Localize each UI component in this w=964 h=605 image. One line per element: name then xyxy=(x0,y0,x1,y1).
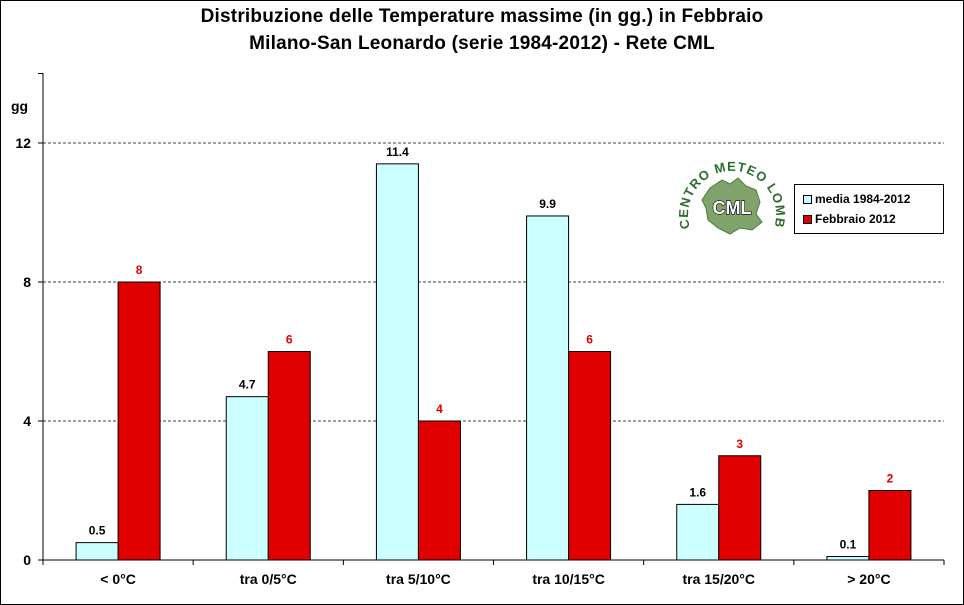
x-tick-label: < 0°C xyxy=(100,571,136,587)
data-labels: 0.5 8 4.7 6 11.4 4 9.9 6 1.6 3 0.1 2 xyxy=(89,145,894,552)
data-label: 3 xyxy=(736,437,743,451)
bars xyxy=(75,163,912,561)
bar-media xyxy=(375,163,419,561)
data-label: 6 xyxy=(586,333,593,347)
bar-media xyxy=(676,503,720,561)
tick-labels: 0 4 8 12 < 0°C tra 0/5°C tra 5/10°C tra 10/15°C… xyxy=(15,135,890,587)
bar-febbraio xyxy=(267,351,311,561)
bar-febbraio xyxy=(718,455,762,561)
cml-logo: CENTRO METEO LOMBARDO CML xyxy=(666,138,792,275)
data-label: 6 xyxy=(286,333,293,347)
chart-subtitle: Milano-San Leonardo (serie 1984-2012) - … xyxy=(249,33,715,54)
bar-febbraio xyxy=(868,490,912,561)
bar-febbraio xyxy=(417,420,461,561)
chart-title: Distribuzione delle Temperature massime … xyxy=(200,6,764,27)
bar-media xyxy=(526,215,570,561)
data-label: 0.5 xyxy=(89,524,106,538)
bar-media xyxy=(75,542,119,561)
axes: gg xyxy=(11,73,944,561)
logo-center-text: CML xyxy=(713,198,752,218)
y-axis-label: gg xyxy=(11,98,28,114)
data-label: 9.9 xyxy=(539,197,556,211)
legend-item-febbraio: Febbraio 2012 xyxy=(803,211,896,227)
y-tick-label: 0 xyxy=(23,552,31,568)
data-label: 11.4 xyxy=(386,145,409,159)
data-label: 1.6 xyxy=(689,485,706,499)
data-label: 0.1 xyxy=(840,538,857,552)
data-label: 2 xyxy=(887,472,894,486)
bar-febbraio xyxy=(568,351,612,561)
x-tick-label: tra 0/5°C xyxy=(240,571,297,587)
x-tick-label: tra 15/20°C xyxy=(682,571,755,587)
data-label: 4 xyxy=(436,402,443,416)
legend-item-media: media 1984-2012 xyxy=(803,191,910,207)
legend-swatch-media xyxy=(803,194,812,204)
bar-media xyxy=(225,396,269,561)
legend-label-media: media 1984-2012 xyxy=(815,192,911,206)
bar-febbraio xyxy=(117,281,161,561)
data-label: 4.7 xyxy=(239,378,256,392)
lombardy-map-shape xyxy=(701,177,763,235)
x-tick-label: tra 10/15°C xyxy=(532,571,605,587)
x-tick-label: tra 5/10°C xyxy=(386,571,451,587)
y-tick-label: 8 xyxy=(23,274,31,290)
legend: media 1984-2012 Febbraio 2012 xyxy=(794,184,944,234)
data-label: 8 xyxy=(136,263,143,277)
legend-swatch-febbraio xyxy=(803,214,812,224)
y-tick-label: 12 xyxy=(15,135,31,151)
gridlines xyxy=(38,73,945,565)
y-tick-label: 4 xyxy=(23,413,31,429)
legend-label-febbraio: Febbraio 2012 xyxy=(815,212,896,226)
x-tick-label: > 20°C xyxy=(847,571,890,587)
bar-media xyxy=(826,556,870,561)
